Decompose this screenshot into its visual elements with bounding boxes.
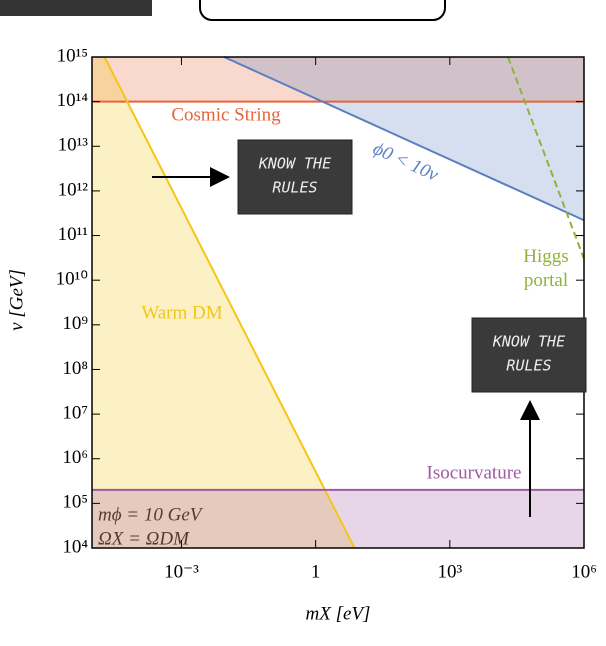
y-tick-label: 10¹⁴	[57, 90, 89, 111]
plot-frame	[91, 56, 585, 549]
top-box	[199, 0, 446, 21]
y-tick-label: 10⁶	[62, 447, 88, 468]
y-tick-label: 10¹⁵	[57, 45, 88, 66]
region	[92, 489, 584, 548]
series-label: Cosmic String	[171, 104, 281, 125]
y-tick-label: 10⁷	[62, 402, 88, 423]
chalkboard-text: KNOW THE	[492, 333, 565, 351]
y-tick-label: 10¹²	[58, 179, 89, 200]
x-axis-label: mX [eV]	[306, 603, 371, 624]
chalkboard	[471, 317, 587, 393]
x-tick-label: 10³	[437, 561, 462, 582]
y-tick-label: 10¹¹	[58, 224, 89, 245]
y-tick-label: 10⁵	[62, 492, 88, 513]
x-tick-label: 1	[311, 561, 321, 582]
lines	[92, 56, 585, 549]
annotation: ΩX = ΩDM	[98, 528, 190, 549]
series-line	[223, 56, 585, 222]
chalkboard-text: RULES	[272, 179, 317, 197]
chalkboard	[237, 139, 353, 215]
y-tick-label: 10⁹	[62, 313, 88, 334]
series-line	[103, 56, 356, 549]
series-label: Warm DM	[141, 302, 222, 323]
annotation: mϕ = 10 GeV	[98, 504, 204, 525]
x-tick-label: 10⁻³	[164, 561, 199, 582]
region	[92, 57, 584, 102]
region	[92, 57, 355, 548]
series-line	[507, 56, 585, 260]
label-line: Higgs	[523, 246, 568, 267]
series-label: Isocurvature	[427, 462, 522, 483]
y-tick-label: 10¹³	[58, 135, 89, 156]
y-tick-label: 10⁴	[62, 536, 88, 557]
x-tick-label: 10⁶	[571, 561, 597, 582]
y-tick-label: 10¹⁰	[56, 269, 88, 290]
chalkboard-text: RULES	[506, 357, 551, 375]
y-tick-label: 10⁸	[62, 358, 88, 379]
chalkboard-text: KNOW THE	[258, 155, 331, 173]
y-axis-label: v [GeV]	[6, 269, 27, 331]
label-line: portal	[524, 270, 568, 291]
series-label: Higgs portal	[523, 246, 568, 291]
top-bar	[0, 0, 152, 16]
